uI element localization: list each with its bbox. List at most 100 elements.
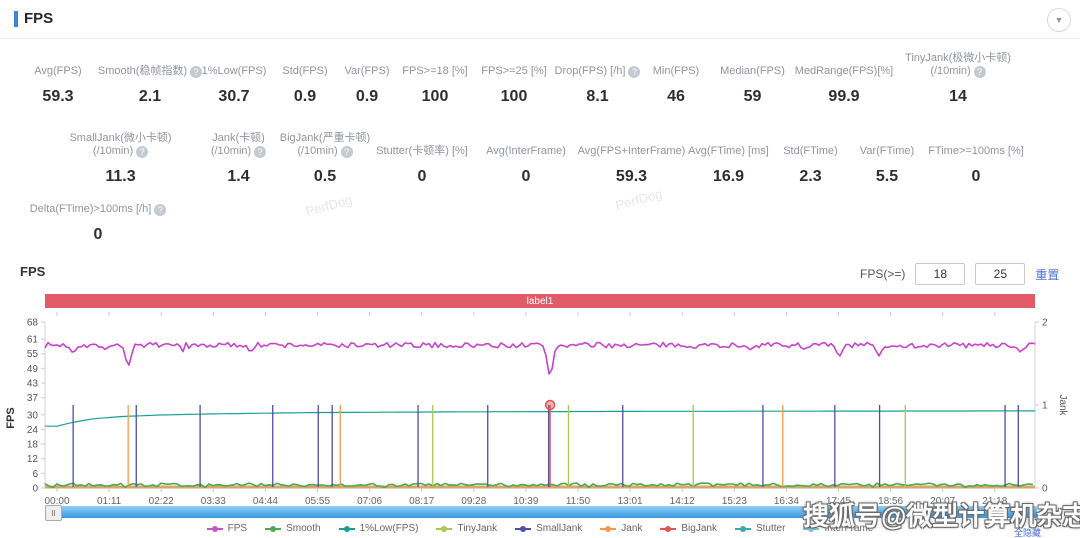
chart-scrollbar-handle[interactable]: [45, 505, 62, 521]
hide-all-link[interactable]: 全隐藏: [1014, 528, 1042, 538]
help-icon[interactable]: ?: [136, 145, 149, 158]
stat-cell: FPS>=25 [%] 100: [472, 48, 556, 106]
legend-item-smooth[interactable]: Smooth: [265, 523, 321, 534]
stat-value: 0.9: [293, 88, 317, 105]
help-icon[interactable]: ?: [154, 203, 167, 216]
stat-label-text: Std(FTime): [783, 145, 838, 157]
x-tick-label: 09:28: [461, 496, 486, 507]
stat-label: Avg(FPS): [34, 48, 81, 78]
stat-value: 14: [949, 88, 967, 105]
stat-cell: Var(FTime) 5.5: [848, 128, 926, 186]
stat-label-text: Min(FPS): [652, 65, 700, 77]
stat-label: FTime>=100ms [%]: [928, 128, 1024, 158]
legend-item-stutter[interactable]: Stutter: [734, 523, 785, 534]
y-tick-label: 61: [27, 335, 39, 346]
x-tick-label: 20:07: [930, 496, 955, 507]
stat-value: 100: [500, 88, 528, 105]
chart-legend: FPS Smooth 1%Low(FPS) TinyJank SmallJank Jank…: [0, 523, 1080, 534]
stat-value: 0: [93, 226, 103, 243]
y-tick-label: 55: [27, 349, 39, 360]
stat-cell: Median(FPS) 59: [713, 48, 792, 106]
stat-value: 0.9: [355, 88, 379, 105]
help-icon[interactable]: ?: [628, 65, 641, 78]
stat-cell: Std(FPS) 0.9: [274, 48, 336, 106]
stat-value: 59: [743, 88, 762, 105]
legend-item-bigjank[interactable]: BigJank: [660, 523, 717, 534]
reset-link[interactable]: 重置: [1035, 267, 1060, 282]
stat-label-text: FPS>=25 [%]: [481, 65, 547, 77]
legend-marker: [803, 525, 820, 532]
legend-marker: [515, 525, 532, 532]
legend-item-jank[interactable]: Jank: [600, 523, 642, 534]
stat-label-text: Avg(FPS): [34, 65, 82, 77]
y-tick-label: 0: [1042, 484, 1048, 495]
legend-marker: [436, 525, 453, 532]
y-tick-label: 43: [27, 379, 39, 390]
y-tick-label: 1: [1042, 401, 1048, 412]
stat-value: 5.5: [875, 168, 899, 185]
stat-value: 8.1: [586, 88, 609, 105]
legend-label: Smooth: [286, 523, 321, 534]
stat-label: Std(FPS): [282, 48, 327, 78]
stat-label: Min(FPS): [653, 48, 699, 78]
stat-label: 1%Low(FPS): [202, 48, 267, 78]
stat-label-text: SmallJank(微小卡顿): [69, 132, 172, 144]
y-tick-label: 37: [27, 393, 39, 404]
y-axis-title-left: FPS: [5, 407, 17, 428]
help-icon[interactable]: ?: [340, 145, 353, 158]
x-tick-label: 18:56: [878, 496, 903, 507]
stat-label: MedRange(FPS)[%]: [795, 48, 893, 78]
stat-value: 2.1: [138, 88, 162, 105]
fps-chart: 68 61 55 49 43 37 30 24 18 12 6 0 2 1 0 FPS Jank 00:00 01:…: [5, 312, 1068, 507]
stat-label-text: Delta(FTime)>100ms [/h]: [29, 203, 152, 215]
fps-threshold-input-2[interactable]: [975, 263, 1026, 285]
x-tick-label: 11:50: [566, 496, 591, 507]
legend-item-fps[interactable]: FPS: [206, 523, 248, 534]
stat-label-text: BigJank(严重卡顿): [279, 132, 371, 144]
chart-scrollbar-track[interactable]: [45, 506, 1037, 518]
series-1-low-fps-: [45, 410, 1035, 427]
stat-cell: MedRange(FPS)[%] 99.9: [792, 48, 896, 106]
legend-label: TinyJank: [457, 523, 498, 534]
x-tick-label: 03:33: [201, 496, 226, 507]
legend-label: SmallJank: [536, 523, 583, 534]
y-tick-label: 24: [27, 425, 39, 436]
help-icon[interactable]: ?: [254, 145, 267, 158]
x-tick-label: 10:39: [513, 496, 538, 507]
legend-item-interframe[interactable]: InterFrame: [803, 523, 873, 534]
stat-value: 0.5: [313, 168, 337, 185]
y-tick-label: 30: [27, 410, 39, 421]
legend-label: 1%Low(FPS): [359, 523, 419, 534]
x-axis-baseline: [45, 485, 1035, 489]
stat-label-text: (/10min): [297, 145, 338, 157]
help-icon[interactable]: ?: [973, 65, 986, 78]
stat-label: Delta(FTime)>100ms [/h]?: [30, 186, 167, 216]
y-tick-label: 18: [27, 440, 39, 451]
stat-value: 0: [971, 168, 981, 185]
stat-cell: Min(FPS) 46: [639, 48, 713, 106]
help-icon[interactable]: ?: [190, 65, 203, 78]
legend-label: FPS: [227, 523, 248, 534]
legend-item-smalljank[interactable]: SmallJank: [515, 523, 582, 534]
stat-label: Median(FPS): [720, 48, 785, 78]
stat-label: Jank(卡顿) (/10min)?: [211, 128, 267, 158]
x-tick-label: 17:45: [826, 496, 851, 507]
legend-marker: [265, 525, 282, 532]
stat-cell: Delta(FTime)>100ms [/h]? 0: [10, 186, 186, 244]
legend-marker: [734, 525, 751, 532]
banner-label: label1: [526, 295, 554, 307]
stats-summary: Avg(FPS) 59.3 Smooth(稳帧指数)? 2.1 1%Low(FPS) 30…: [10, 48, 1070, 244]
stat-value: 100: [421, 88, 449, 105]
stat-value: 59.3: [42, 88, 74, 105]
stat-label: Drop(FPS) [/h]?: [555, 48, 641, 78]
series-fps: [44, 341, 1036, 375]
collapse-button[interactable]: ▼: [1047, 8, 1071, 32]
legend-item-1-low-fps-[interactable]: 1%Low(FPS): [338, 523, 419, 534]
stat-label-text: Smooth(稳帧指数): [97, 65, 188, 77]
fps-threshold-input-1[interactable]: [915, 263, 966, 285]
stat-cell: Std(FTime) 2.3: [773, 128, 848, 186]
legend-item-tinyjank[interactable]: TinyJank: [436, 523, 497, 534]
x-tick-label: 05:55: [305, 496, 330, 507]
legend-label: BigJank: [681, 523, 717, 534]
